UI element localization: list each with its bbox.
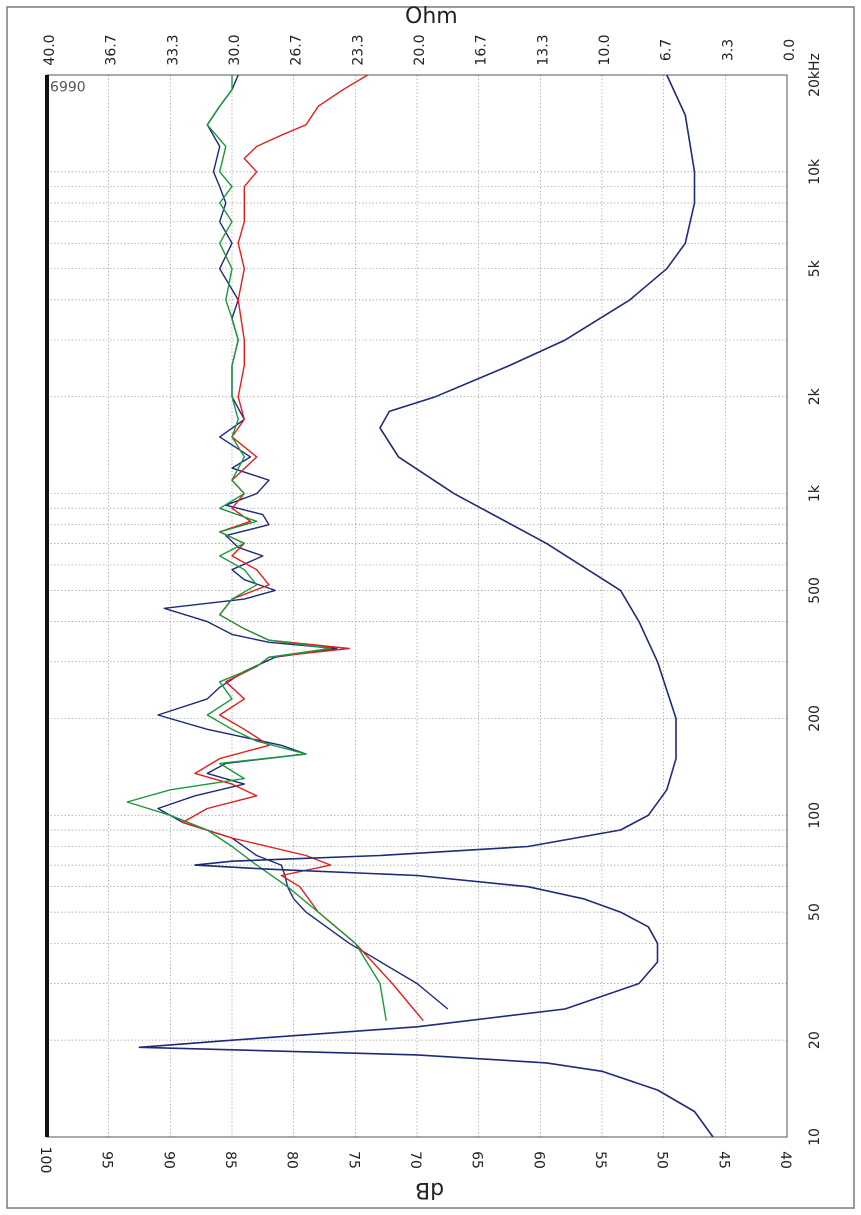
db-tick-label: 60 (530, 1151, 546, 1169)
ohm-tick-label: 16.7 (474, 34, 490, 65)
impedance-curve (138, 74, 714, 1138)
response-curve-3 (126, 75, 387, 1021)
db-tick-label: 65 (469, 1151, 485, 1169)
db-tick-label: 95 (99, 1151, 115, 1169)
freq-tick-label: 50 (807, 903, 823, 921)
ohm-tick-label: 36.7 (104, 34, 120, 65)
freq-tick-label: 20 (807, 1031, 823, 1049)
freq-tick-label: 500 (807, 577, 823, 604)
series-layer (126, 74, 714, 1138)
db-tick-label: 55 (592, 1151, 608, 1169)
ohm-tick-label: 13.3 (535, 34, 551, 65)
grid-lines (46, 74, 788, 1138)
db-tick-label: 80 (284, 1151, 300, 1169)
freq-tick-label: 200 (807, 705, 823, 732)
db-tick-label: 40 (777, 1151, 793, 1169)
ohm-tick-label: 20.0 (412, 34, 428, 65)
ohm-tick-label: 3.3 (720, 39, 736, 61)
freq-tick-label: 2k (807, 387, 823, 405)
watermark-label: 0669 (50, 77, 86, 93)
db-tick-label: 85 (222, 1151, 238, 1169)
db-tick-label: 75 (345, 1151, 361, 1169)
freq-tick-label: 100 (807, 802, 823, 829)
db-tick-label: 70 (407, 1151, 423, 1169)
freq-tick-label: 20kHz (807, 53, 823, 97)
ohm-tick-label: 33.3 (165, 34, 181, 65)
ohm-tick-label: 0.0 (782, 39, 798, 61)
ohm-tick-label: 23.3 (350, 34, 366, 65)
response-curve-2 (182, 74, 424, 1022)
ohm-tick-label: 40.0 (42, 34, 58, 65)
freq-tick-label: 10k (807, 158, 823, 185)
ohm-tick-label: 10.0 (597, 34, 613, 65)
db-tick-label: 100 (37, 1147, 53, 1174)
freq-tick-label: 1k (807, 484, 823, 502)
ohm-tick-label: 6.7 (659, 39, 675, 61)
ohm-tick-label: 30.0 (227, 34, 243, 65)
db-tick-label: 45 (715, 1151, 731, 1169)
db-axis-title: dB (415, 1177, 445, 1202)
db-tick-label: 50 (654, 1151, 670, 1169)
freq-tick-label: 5k (807, 259, 823, 277)
db-tick-label: 90 (160, 1151, 176, 1169)
freq-tick-label: 10 (807, 1128, 823, 1146)
tick-labels: 40.0 36.7 33.3 30.0 26.7 23.3 20.0 16.7 13.3 10.0… (37, 34, 823, 1173)
ohm-tick-label: 26.7 (289, 34, 305, 65)
ohm-axis-title: Ohm (405, 4, 458, 29)
